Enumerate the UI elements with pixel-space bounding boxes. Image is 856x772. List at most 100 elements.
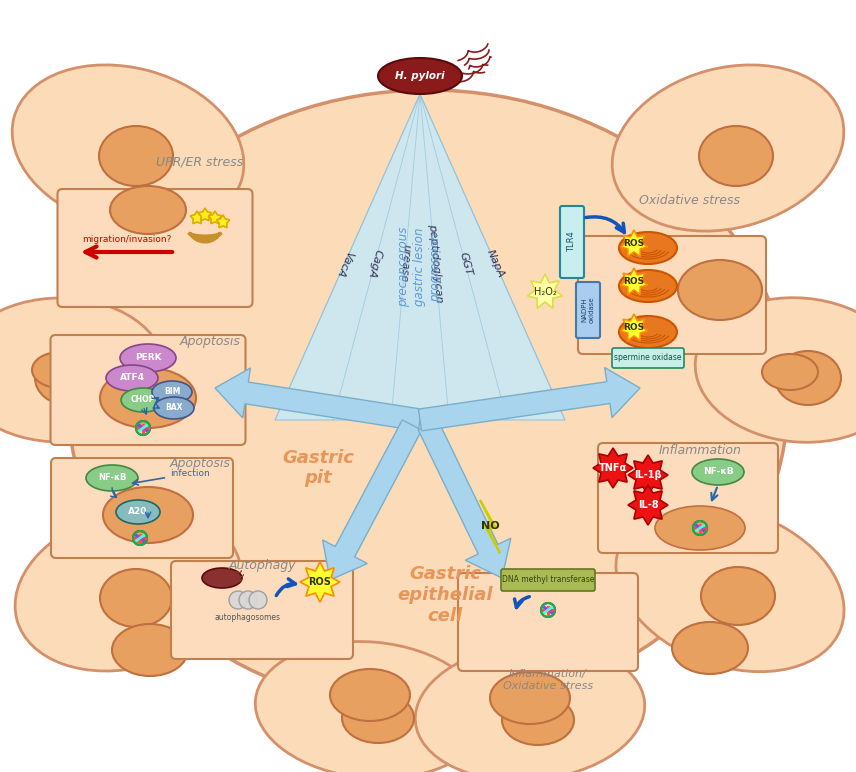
- Text: migration/invasion?: migration/invasion?: [82, 235, 172, 244]
- Polygon shape: [628, 455, 668, 495]
- Text: IL-1β: IL-1β: [634, 470, 662, 480]
- Polygon shape: [275, 94, 565, 420]
- Text: urease: urease: [398, 244, 412, 283]
- FancyBboxPatch shape: [578, 236, 766, 354]
- Text: autophagosomes: autophagosomes: [215, 614, 281, 622]
- Text: NADPH
oxidase: NADPH oxidase: [581, 296, 595, 323]
- FancyArrowPatch shape: [153, 403, 159, 408]
- Ellipse shape: [612, 65, 844, 231]
- FancyArrowPatch shape: [152, 398, 158, 403]
- Polygon shape: [480, 500, 500, 553]
- Ellipse shape: [106, 365, 158, 391]
- Ellipse shape: [762, 354, 818, 390]
- Ellipse shape: [616, 504, 844, 672]
- Polygon shape: [621, 314, 648, 340]
- FancyBboxPatch shape: [458, 573, 638, 671]
- Ellipse shape: [692, 459, 744, 485]
- Text: peptidoglycan: peptidoglycan: [426, 224, 443, 303]
- Text: progression: progression: [430, 232, 443, 302]
- Text: IL-8: IL-8: [638, 500, 658, 510]
- Ellipse shape: [152, 381, 192, 403]
- Circle shape: [229, 591, 247, 609]
- Polygon shape: [217, 215, 229, 228]
- Text: Autophagy: Autophagy: [229, 558, 296, 571]
- Ellipse shape: [86, 465, 138, 491]
- Ellipse shape: [35, 351, 101, 405]
- Ellipse shape: [116, 500, 160, 524]
- Text: Oxidative stress: Oxidative stress: [639, 194, 740, 206]
- Polygon shape: [621, 230, 648, 256]
- Polygon shape: [323, 420, 422, 580]
- FancyBboxPatch shape: [598, 443, 778, 553]
- Ellipse shape: [112, 624, 188, 676]
- Ellipse shape: [678, 260, 762, 320]
- Ellipse shape: [695, 298, 856, 442]
- Ellipse shape: [775, 351, 841, 405]
- Polygon shape: [208, 211, 222, 224]
- Text: infection: infection: [133, 469, 210, 485]
- Ellipse shape: [415, 644, 645, 772]
- Polygon shape: [215, 368, 422, 431]
- Ellipse shape: [330, 669, 410, 721]
- Ellipse shape: [619, 316, 677, 348]
- Ellipse shape: [701, 567, 775, 625]
- Ellipse shape: [121, 388, 165, 412]
- Polygon shape: [621, 268, 648, 295]
- Ellipse shape: [110, 186, 186, 234]
- FancyBboxPatch shape: [501, 569, 595, 591]
- Text: Inflammation: Inflammation: [658, 443, 741, 456]
- Polygon shape: [419, 367, 640, 431]
- FancyArrowPatch shape: [276, 579, 295, 595]
- Text: NO: NO: [481, 521, 499, 531]
- Text: TLR4: TLR4: [568, 232, 576, 252]
- Circle shape: [249, 591, 267, 609]
- Circle shape: [239, 591, 257, 609]
- FancyBboxPatch shape: [576, 282, 600, 338]
- Ellipse shape: [699, 126, 773, 186]
- Text: ROS: ROS: [623, 239, 645, 249]
- Text: DNA methyl transferase: DNA methyl transferase: [502, 575, 594, 584]
- Text: A20: A20: [128, 507, 148, 516]
- Polygon shape: [199, 208, 211, 221]
- FancyBboxPatch shape: [51, 335, 246, 445]
- Polygon shape: [628, 485, 668, 525]
- FancyBboxPatch shape: [51, 458, 233, 558]
- Ellipse shape: [15, 509, 241, 671]
- Ellipse shape: [100, 368, 196, 428]
- Ellipse shape: [490, 672, 570, 724]
- Ellipse shape: [655, 506, 745, 550]
- Text: VacA: VacA: [335, 249, 354, 278]
- Text: ROS: ROS: [308, 577, 331, 587]
- Text: CagA: CagA: [366, 248, 383, 279]
- FancyArrowPatch shape: [586, 217, 624, 232]
- Ellipse shape: [672, 622, 748, 674]
- Polygon shape: [527, 274, 562, 308]
- FancyBboxPatch shape: [560, 206, 584, 278]
- FancyArrowPatch shape: [711, 488, 717, 500]
- FancyBboxPatch shape: [57, 189, 253, 307]
- Ellipse shape: [103, 487, 193, 543]
- Text: GGT: GGT: [457, 251, 473, 276]
- FancyBboxPatch shape: [612, 348, 684, 368]
- Ellipse shape: [619, 270, 677, 302]
- Text: BAX: BAX: [165, 404, 182, 412]
- Ellipse shape: [202, 568, 242, 588]
- Text: ROS: ROS: [623, 277, 645, 286]
- Text: PERK: PERK: [134, 354, 161, 363]
- Ellipse shape: [154, 397, 194, 419]
- Text: Apoptosis: Apoptosis: [180, 336, 241, 348]
- Ellipse shape: [619, 232, 677, 264]
- FancyArrowPatch shape: [110, 488, 116, 497]
- Text: ATF4: ATF4: [120, 374, 145, 382]
- Ellipse shape: [12, 65, 244, 231]
- Text: ROS: ROS: [623, 323, 645, 333]
- Polygon shape: [190, 211, 204, 224]
- Text: spermine oxidase: spermine oxidase: [615, 354, 681, 363]
- Text: UPR/ER stress: UPR/ER stress: [157, 155, 244, 168]
- Ellipse shape: [255, 642, 484, 772]
- Text: TNFα: TNFα: [599, 463, 627, 473]
- FancyArrowPatch shape: [514, 597, 529, 608]
- Ellipse shape: [502, 695, 574, 745]
- Polygon shape: [593, 448, 633, 488]
- Text: H. pylori: H. pylori: [395, 71, 445, 81]
